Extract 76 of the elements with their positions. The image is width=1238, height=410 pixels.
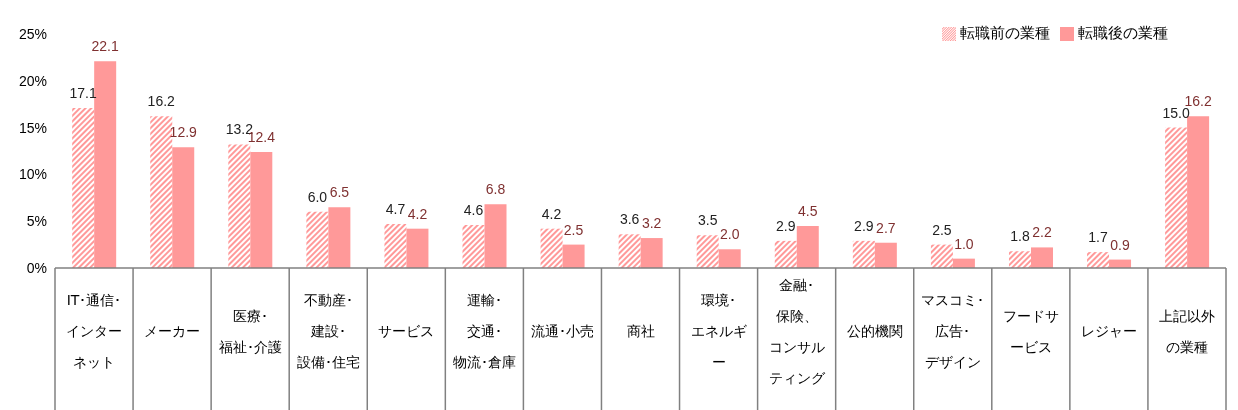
data-label: 22.1 xyxy=(91,38,120,55)
data-label: 1.7 xyxy=(1088,229,1108,246)
data-label: 6.0 xyxy=(307,188,328,205)
bar xyxy=(718,249,741,268)
bar xyxy=(774,240,797,268)
data-label: 12.9 xyxy=(169,124,198,141)
data-label: 17.1 xyxy=(69,84,98,101)
bar xyxy=(484,204,507,268)
data-label: 4.7 xyxy=(385,201,406,218)
bar xyxy=(406,228,429,268)
x-tick-label: 金融･保険、コンサルティング xyxy=(768,276,826,386)
bar xyxy=(640,238,663,268)
bar xyxy=(696,235,719,268)
data-label: 2.7 xyxy=(876,219,896,236)
data-label: 4.2 xyxy=(407,205,428,222)
x-tick-label: 公的機関 xyxy=(846,323,903,339)
data-label: 1.8 xyxy=(1010,228,1030,245)
x-tick-label: IT･通信･インターネット xyxy=(66,292,123,370)
bar xyxy=(172,147,195,268)
bar xyxy=(930,244,953,268)
x-tick-label: 環境･エネルギー xyxy=(690,292,747,370)
bar xyxy=(562,244,585,268)
data-label: 16.2 xyxy=(147,93,176,110)
y-tick-label: 25% xyxy=(18,25,47,42)
data-label: 2.9 xyxy=(854,217,874,234)
data-label: 4.2 xyxy=(541,205,562,222)
x-tick-label: マスコミ･広告･デザイン xyxy=(921,292,985,370)
x-tick-label: 運輸･交通･物流･倉庫 xyxy=(452,292,516,370)
data-label: 2.9 xyxy=(776,217,796,234)
x-tick-label: 流通･小売 xyxy=(530,323,594,339)
bar xyxy=(328,207,351,268)
legend-label: 転職前の業種 xyxy=(960,24,1050,42)
data-label: 4.5 xyxy=(798,202,818,219)
data-label: 3.5 xyxy=(697,212,718,229)
bar xyxy=(72,107,95,268)
data-label: 1.0 xyxy=(954,235,974,252)
bar xyxy=(1165,127,1188,268)
data-label: 2.5 xyxy=(563,221,584,238)
x-tick-label: 医療･福祉･介護 xyxy=(218,307,282,355)
data-label: 3.6 xyxy=(619,211,640,228)
data-label: 2.2 xyxy=(1032,224,1052,241)
bar xyxy=(462,224,485,268)
bar xyxy=(94,61,117,268)
data-label: 2.5 xyxy=(932,221,952,238)
bar xyxy=(852,240,875,268)
y-tick-label: 20% xyxy=(18,72,47,89)
y-tick-label: 10% xyxy=(18,166,47,183)
bar xyxy=(1008,251,1031,268)
bar xyxy=(874,242,897,268)
bar xyxy=(384,224,407,268)
bar xyxy=(540,228,563,268)
bar xyxy=(618,234,641,268)
x-tick-label: 商社 xyxy=(626,323,655,339)
x-tick-label: 上記以外の業種 xyxy=(1158,307,1215,355)
bar xyxy=(250,151,273,268)
y-tick-label: 5% xyxy=(26,213,47,230)
bar xyxy=(1030,247,1053,268)
y-tick-label: 15% xyxy=(18,119,47,136)
data-label: 2.0 xyxy=(719,226,740,243)
y-tick-label: 0% xyxy=(26,259,47,276)
x-tick-label: 不動産･建設･設備･住宅 xyxy=(296,292,360,370)
bar xyxy=(1087,252,1110,268)
data-label: 6.8 xyxy=(485,181,506,198)
bar xyxy=(306,211,329,268)
data-label: 4.6 xyxy=(463,201,484,218)
x-tick-label: フードサービス xyxy=(1002,307,1059,355)
x-tick-label: レジャー xyxy=(1080,323,1137,339)
x-tick-label: メーカー xyxy=(144,323,201,339)
x-tick-label: サービス xyxy=(378,323,435,339)
legend-label: 転職後の業種 xyxy=(1078,24,1168,42)
bar xyxy=(796,225,819,268)
bar xyxy=(228,144,251,268)
bar xyxy=(1187,116,1210,268)
data-label: 0.9 xyxy=(1110,236,1130,253)
data-label: 3.2 xyxy=(641,215,662,232)
data-label: 6.5 xyxy=(329,184,350,201)
